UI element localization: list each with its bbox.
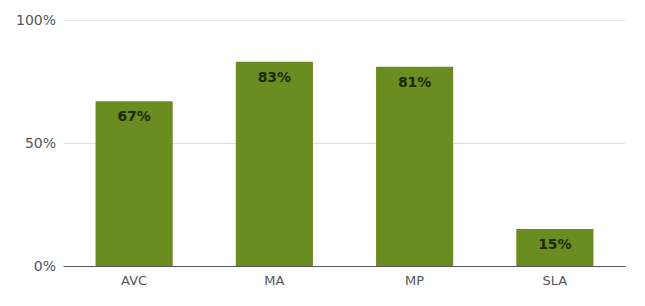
svg-text:100%: 100% [16,12,56,28]
svg-text:15%: 15% [538,236,572,252]
svg-text:67%: 67% [117,108,151,124]
svg-text:0%: 0% [34,258,56,274]
svg-text:50%: 50% [25,135,56,151]
svg-text:SLA: SLA [543,273,568,288]
svg-text:MP: MP [405,273,424,288]
svg-text:83%: 83% [258,69,292,85]
svg-text:AVC: AVC [121,273,147,288]
svg-text:81%: 81% [398,74,432,90]
svg-text:MA: MA [264,273,284,288]
